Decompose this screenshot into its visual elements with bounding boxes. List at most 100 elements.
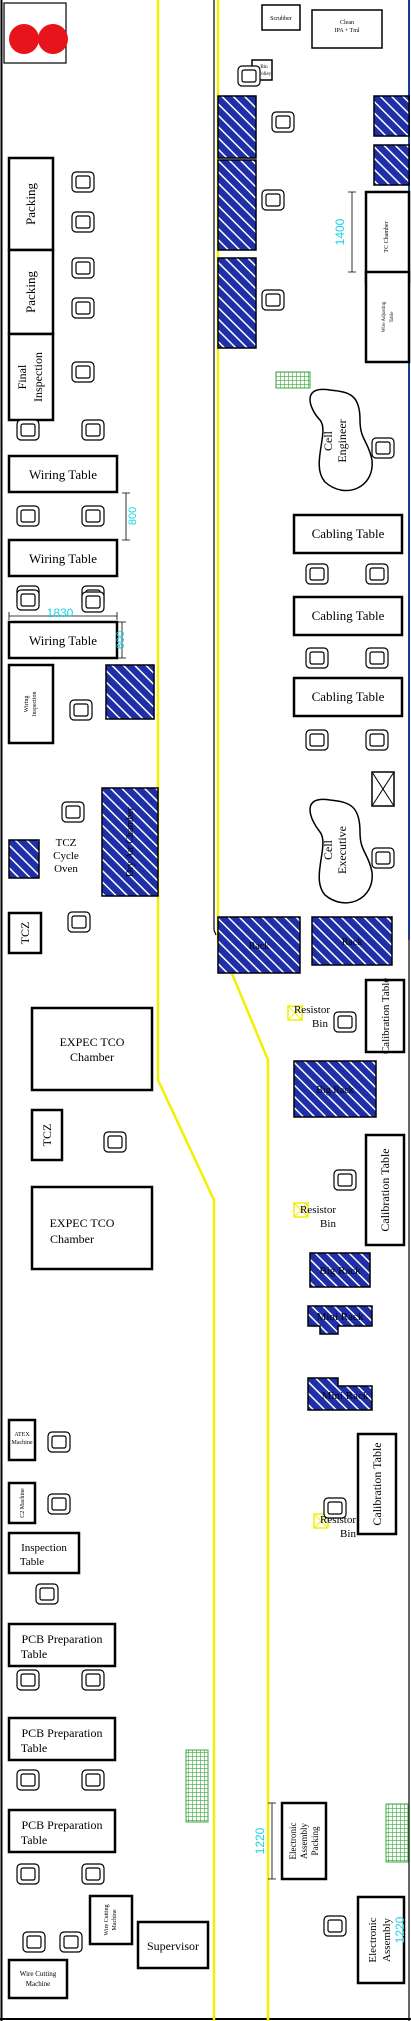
chair-seat (71, 915, 87, 929)
resistor-bin-2-label-b: Bin (320, 1218, 336, 1230)
big-rack-label: Big Rack (319, 1265, 361, 1277)
wire-cutting-label-2: Machine (26, 1980, 51, 1988)
cell-engineer-label-1: Cell (321, 430, 335, 451)
red-indicator-2 (38, 24, 68, 54)
packing-table-1 (7, 156, 55, 252)
dry-air-chamber (101, 787, 159, 897)
tcz-unit-2 (30, 1108, 64, 1162)
tcz-label-2: TCZ (40, 1124, 54, 1147)
chair-seat (265, 293, 281, 307)
resistor-bin-1-label-a: Resistor (294, 1004, 330, 1016)
dimension-800: 800 (127, 507, 139, 525)
chair-seat (369, 651, 385, 665)
c2-label: C2 Machine (20, 1488, 26, 1518)
tcz-oven-label-3: Oven (54, 863, 78, 875)
chair-seat (20, 1673, 36, 1687)
wiring-table-label-2: Wiring Table (29, 551, 97, 566)
final-inspection-label-1: Final (15, 364, 29, 389)
green-rack-right (385, 1803, 409, 1863)
dry-air-chamber-label: Dry Air Chamber (125, 806, 136, 877)
expec-label-2a: EXPEC TCO (50, 1216, 115, 1230)
cabling-table-label-3: Cabling Table (312, 689, 385, 704)
wire-cutting-small-label-2: Machine (112, 1909, 118, 1930)
wire-adjusting-table (364, 270, 411, 364)
rack-1 (217, 916, 301, 974)
packing-table-2 (7, 248, 55, 336)
expec-label-1a: EXPEC TCO (60, 1035, 125, 1049)
cell-executive-desk (309, 798, 373, 904)
chair-seat (20, 1773, 36, 1787)
tc-chamber-label: TC Chamber (384, 221, 390, 252)
resistor-bin-1-x (287, 1005, 303, 1021)
atex-label-1: ATEX (14, 1432, 30, 1438)
chair-seat (75, 261, 91, 275)
calibration-table-label-3: Calibration Table (370, 1442, 384, 1525)
chair-seat (20, 509, 36, 523)
chair-seat (20, 1867, 36, 1881)
green-rack-left (185, 1749, 209, 1823)
wiring-inspection-label-1: Wiring (24, 696, 30, 713)
chair-seat (369, 733, 385, 747)
chair-seat (39, 1587, 55, 1601)
bin-trolley-label-1: Bin (260, 65, 268, 70)
chair-seat (85, 1773, 101, 1787)
cabling-table-3 (292, 676, 404, 718)
inner-wall-step (213, 929, 217, 936)
chair-seat (75, 365, 91, 379)
packing-label-2: Packing (23, 271, 38, 313)
blue-equipment-r3 (217, 257, 257, 349)
chair-seat (26, 1935, 42, 1949)
final-inspection-table (7, 332, 55, 422)
clean-box (311, 9, 383, 49)
blue-equipment-r1 (217, 95, 257, 159)
tcz-unit-1 (7, 911, 43, 955)
bin-trolley-label-2: Trolley (257, 72, 272, 77)
resistor-bin-2-x (293, 1202, 309, 1218)
mini-rack-1 (307, 1305, 373, 1335)
chair-seat (85, 595, 101, 609)
chair-seat (63, 1935, 79, 1949)
pcb-preparation-table-1 (7, 1622, 117, 1668)
cabling-table-1 (292, 513, 404, 555)
scrubber-box (261, 4, 301, 31)
chair-seat (309, 651, 325, 665)
wire-cutting-machine-small (88, 1894, 134, 1946)
chair-seat (75, 175, 91, 189)
chair-seat (75, 215, 91, 229)
electronic-assembly-label-2: Assembly (381, 1918, 393, 1963)
dimension-1830-line (8, 612, 118, 620)
dimension-1400: 1400 (333, 218, 347, 245)
scrubber-label: Scrubber (270, 16, 292, 22)
pcb-label-1b: Table (21, 1647, 47, 1661)
resistor-bin-1-label-b: Bin (312, 1018, 328, 1030)
chair-seat (327, 1919, 343, 1933)
cell-executive-label-1: Cell (321, 839, 335, 860)
atex-machine (7, 1418, 37, 1462)
dimension-600: 600 (115, 631, 127, 649)
chair-seat (337, 1015, 353, 1029)
crossed-storage-box-x (371, 771, 395, 807)
chair-seat (309, 567, 325, 581)
chair-seat (241, 69, 257, 83)
inspection-table (7, 1531, 81, 1575)
chair-seat (375, 851, 391, 865)
clean-sublabel: IPA + Tml (334, 28, 359, 34)
chairs-group (16, 65, 395, 1953)
blue-equipment-r5 (373, 144, 410, 186)
wiring-table-3 (7, 620, 119, 660)
clean-label: Clean (340, 20, 354, 26)
calibration-table-label-2: Calibration Table (378, 1148, 392, 1231)
blue-equipment-r2 (217, 159, 257, 251)
atex-label-2: Machine (12, 1440, 33, 1446)
cabling-table-label-2: Cabling Table (312, 608, 385, 623)
cabling-table-2 (292, 595, 404, 637)
wiring-table-2 (7, 538, 119, 578)
final-inspection-label-2: Inspection (31, 352, 45, 402)
pcb-preparation-table-3 (7, 1808, 117, 1854)
wiring-inspection-table (7, 663, 55, 745)
mini-rack-label-2: Mini Rack (322, 1390, 369, 1402)
expec-label-2b: Chamber (50, 1232, 94, 1246)
wiring-table-1 (7, 454, 119, 494)
chair-seat (75, 301, 91, 315)
